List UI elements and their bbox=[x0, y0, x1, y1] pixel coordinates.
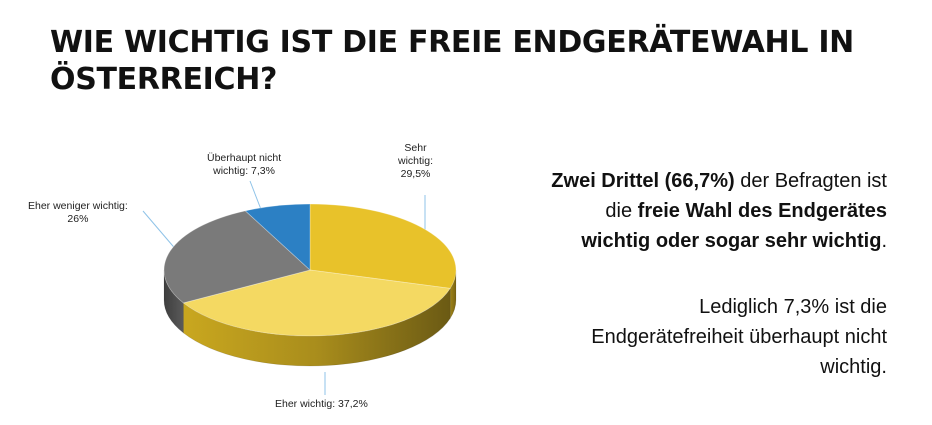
pie-slice--berhaupt-nicht-wichtig bbox=[244, 203, 311, 271]
pie-slice-eher-wichtig bbox=[182, 269, 451, 337]
leader-line-2 bbox=[142, 210, 179, 253]
label-eher-weniger-wichtig: Eher weniger wichtig: 26% bbox=[28, 200, 128, 225]
summary-paragraph-2: Lediglich 7,3% ist die Endgerätefreiheit… bbox=[591, 296, 887, 378]
leader-line-1 bbox=[249, 180, 263, 213]
label-ueberhaupt-nicht-wichtig: Überhaupt nicht wichtig: 7,3% bbox=[207, 152, 282, 177]
pie-slice-sehr-wichtig bbox=[309, 203, 457, 289]
label-eher-wichtig: Eher wichtig: 37,2% bbox=[275, 398, 368, 410]
page-title: WIE WICHTIG IST DIE FREIE ENDGERÄTEWAHL … bbox=[50, 25, 854, 97]
summary-paragraph-1: Zwei Drittel (66,7%) der Befragten ist d… bbox=[551, 170, 887, 252]
pie-slice-eher-weniger-wichtig bbox=[163, 210, 311, 304]
label-sehr-wichtig: Sehr wichtig: 29,5% bbox=[398, 142, 434, 180]
